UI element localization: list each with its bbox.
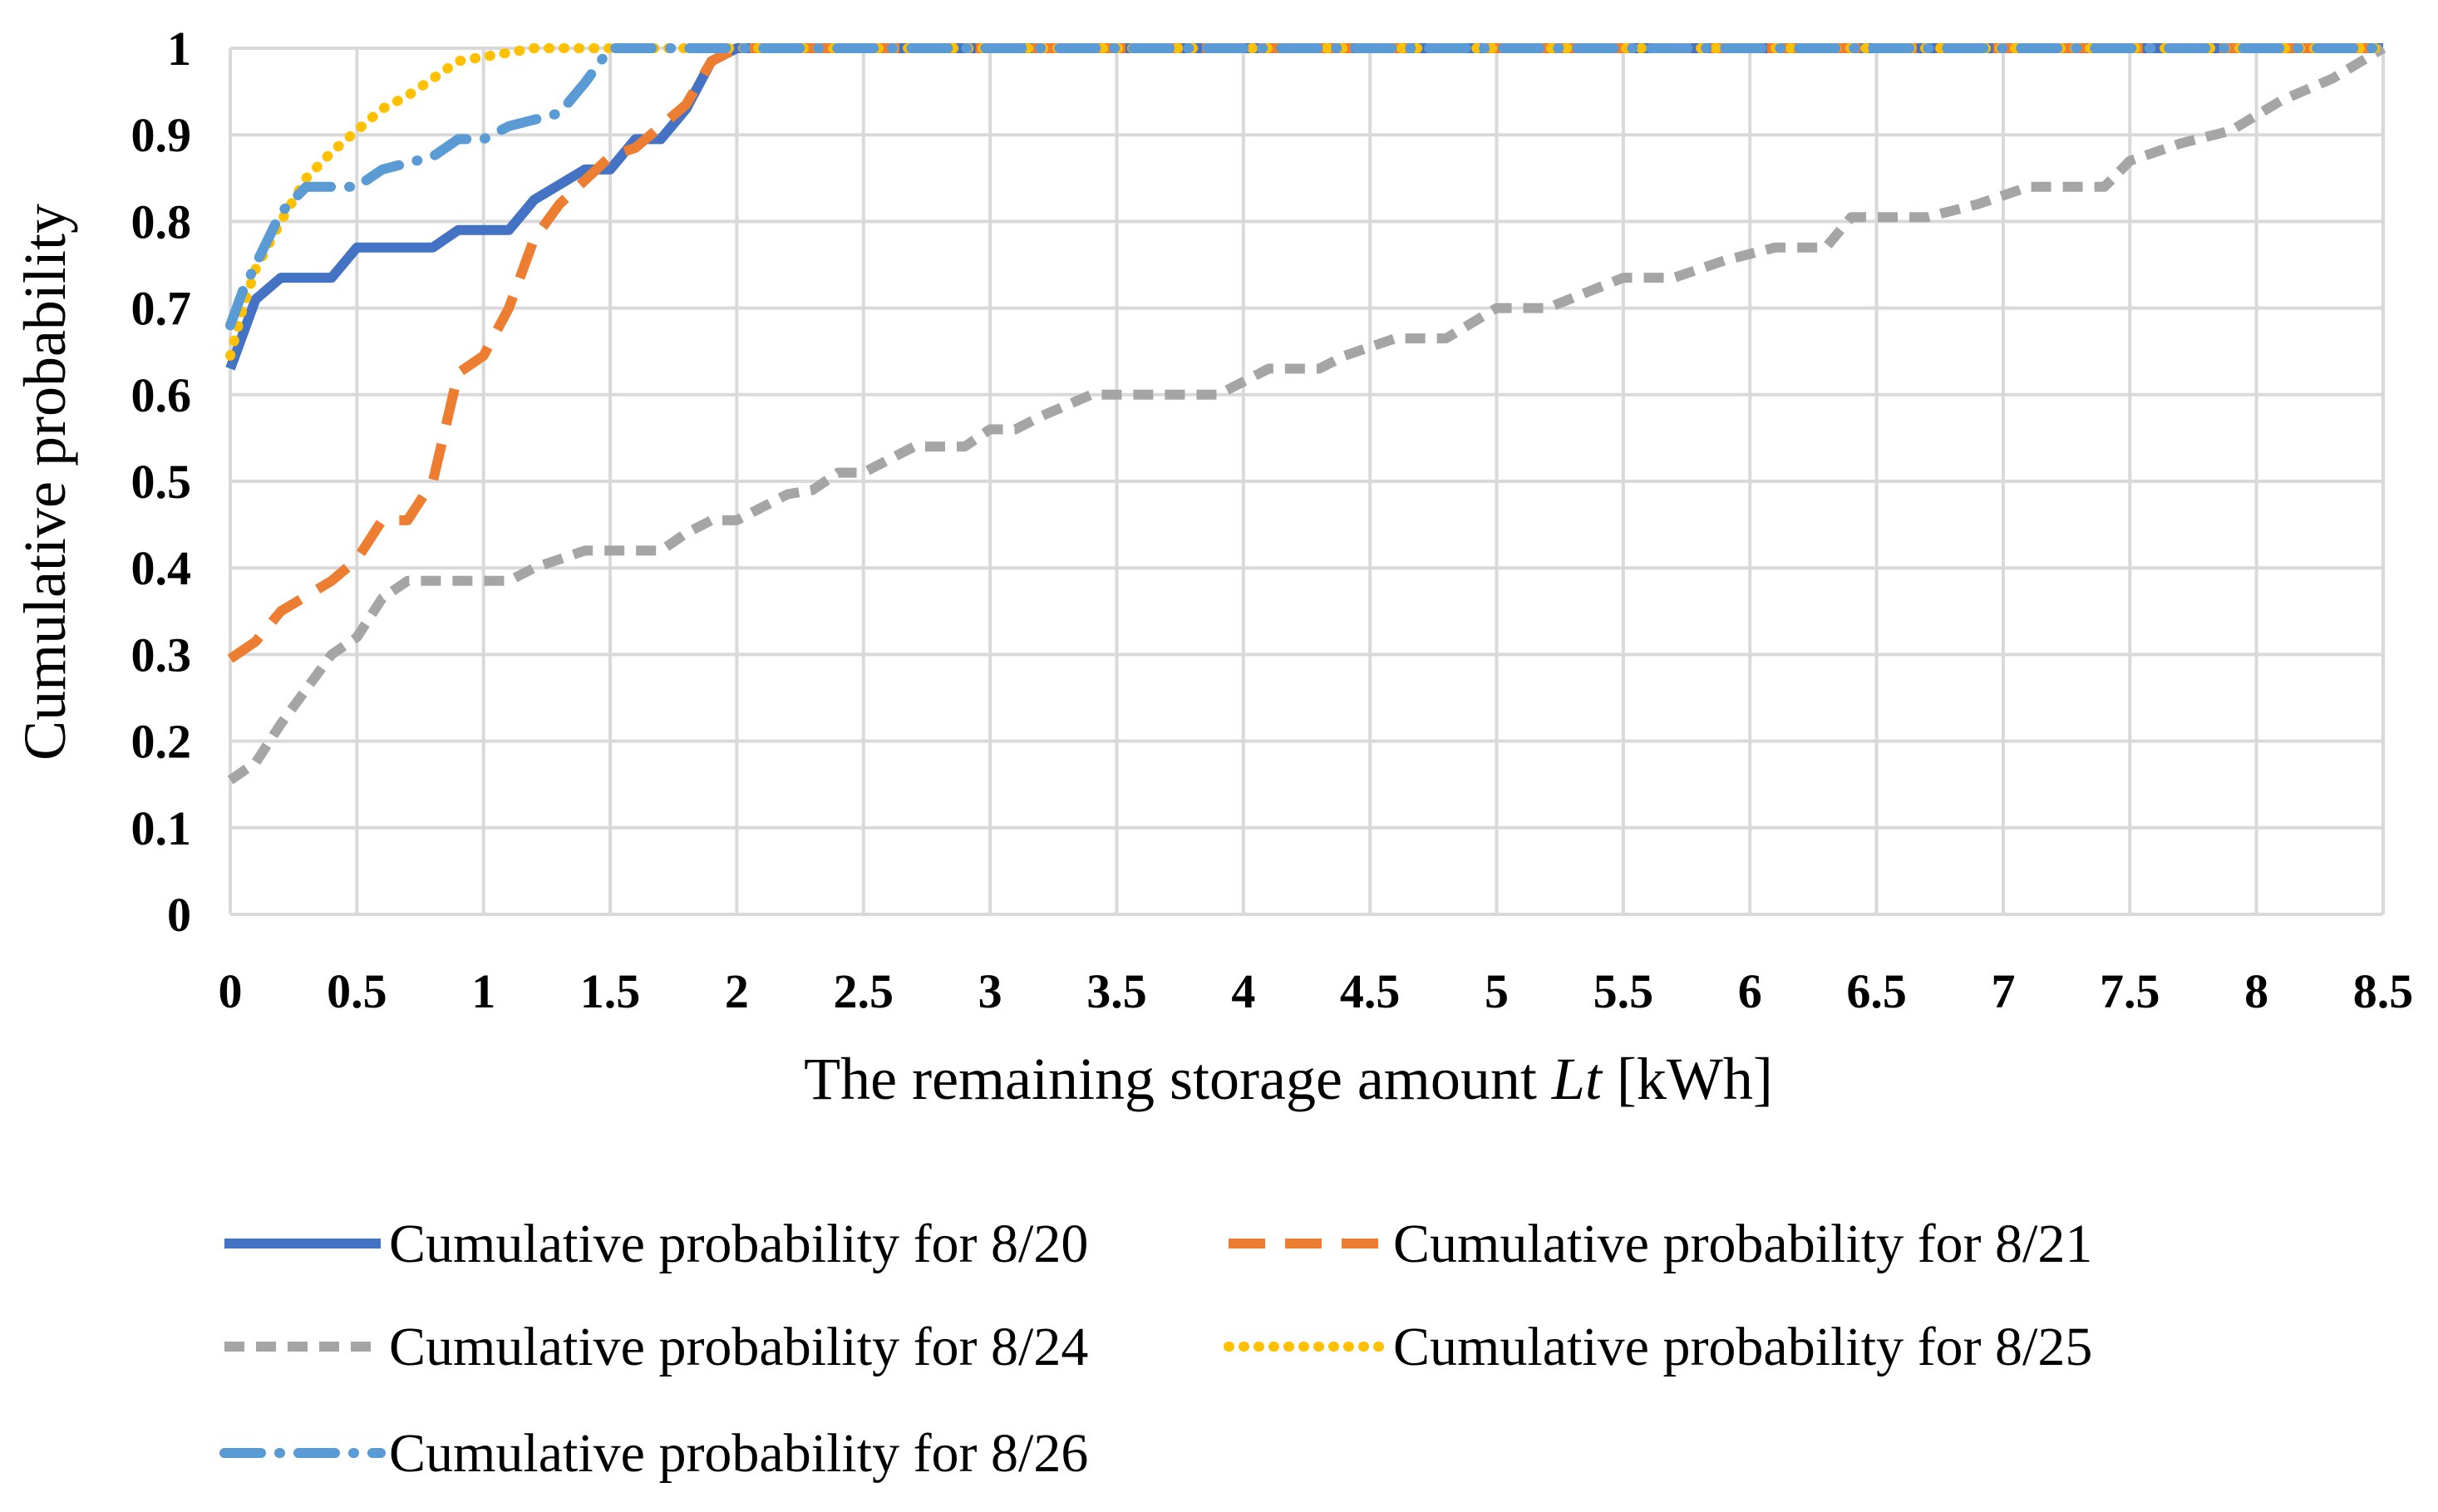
x-tick-label: 1.5	[580, 964, 641, 1018]
y-tick-label: 0.3	[131, 628, 192, 682]
x-tick-label: 7.5	[2100, 964, 2160, 1018]
y-tick-label: 0.6	[131, 368, 192, 422]
x-axis-title: The remaining storage amount Lt [kWh]	[804, 1046, 1773, 1112]
y-tick-label: 0	[167, 888, 191, 942]
y-tick-label: 0.5	[131, 455, 192, 509]
y-tick-label: 1	[167, 22, 191, 76]
series-lines	[225, 43, 2388, 785]
legend-label-3: Cumulative probability for 8/24	[389, 1317, 1088, 1377]
y-axis-ticks: 0 0.1 0.2 0.3 0.4 0.5 0.6 0.7 0.8 0.9 1	[131, 22, 192, 942]
x-tick-label: 6.5	[1846, 964, 1907, 1018]
y-tick-label: 0.7	[131, 282, 192, 336]
y-tick-label: 0.8	[131, 195, 192, 249]
legend-label-5: Cumulative probability for 8/26	[389, 1423, 1088, 1484]
x-tick-label: 4	[1231, 964, 1255, 1018]
x-tick-label: 2.5	[834, 964, 894, 1018]
legend-label-1: Cumulative probability for 8/20	[389, 1214, 1088, 1274]
legend-label-4: Cumulative probability for 8/25	[1393, 1317, 2092, 1377]
x-tick-label: 4.5	[1340, 964, 1401, 1018]
x-tick-label: 5	[1485, 964, 1509, 1018]
legend-label-2: Cumulative probability for 8/21	[1393, 1214, 2092, 1274]
y-tick-label: 0.9	[131, 108, 192, 162]
x-tick-label: 0.5	[327, 964, 387, 1018]
x-tick-label: 1	[471, 964, 495, 1018]
x-tick-label: 7	[1991, 964, 2015, 1018]
x-axis-ticks: 0 0.5 1 1.5 2 2.5 3 3.5 4 4.5 5 5.5 6 6.5 7 7.5 8 8.5	[219, 964, 2414, 1018]
x-tick-label: 3	[978, 964, 1002, 1018]
x-tick-label: 6	[1738, 964, 1762, 1018]
grid	[229, 47, 2385, 916]
y-tick-label: 0.1	[131, 801, 192, 855]
series-line-5	[225, 43, 2388, 331]
x-tick-label: 0	[219, 964, 243, 1018]
series-line-2	[227, 43, 2383, 663]
y-tick-label: 0.2	[131, 715, 192, 769]
y-axis-title: Cumulative probability	[12, 204, 78, 761]
y-tick-label: 0.4	[131, 541, 192, 595]
x-tick-label: 5.5	[1593, 964, 1654, 1018]
x-tick-label: 8	[2244, 964, 2268, 1018]
x-tick-label: 8.5	[2353, 964, 2414, 1018]
legend: Cumulative probability for 8/20 Cumulativ…	[219, 1214, 2092, 1484]
x-tick-label: 3.5	[1086, 964, 1147, 1018]
series-line-3	[227, 43, 2386, 785]
x-tick-label: 2	[725, 964, 749, 1018]
